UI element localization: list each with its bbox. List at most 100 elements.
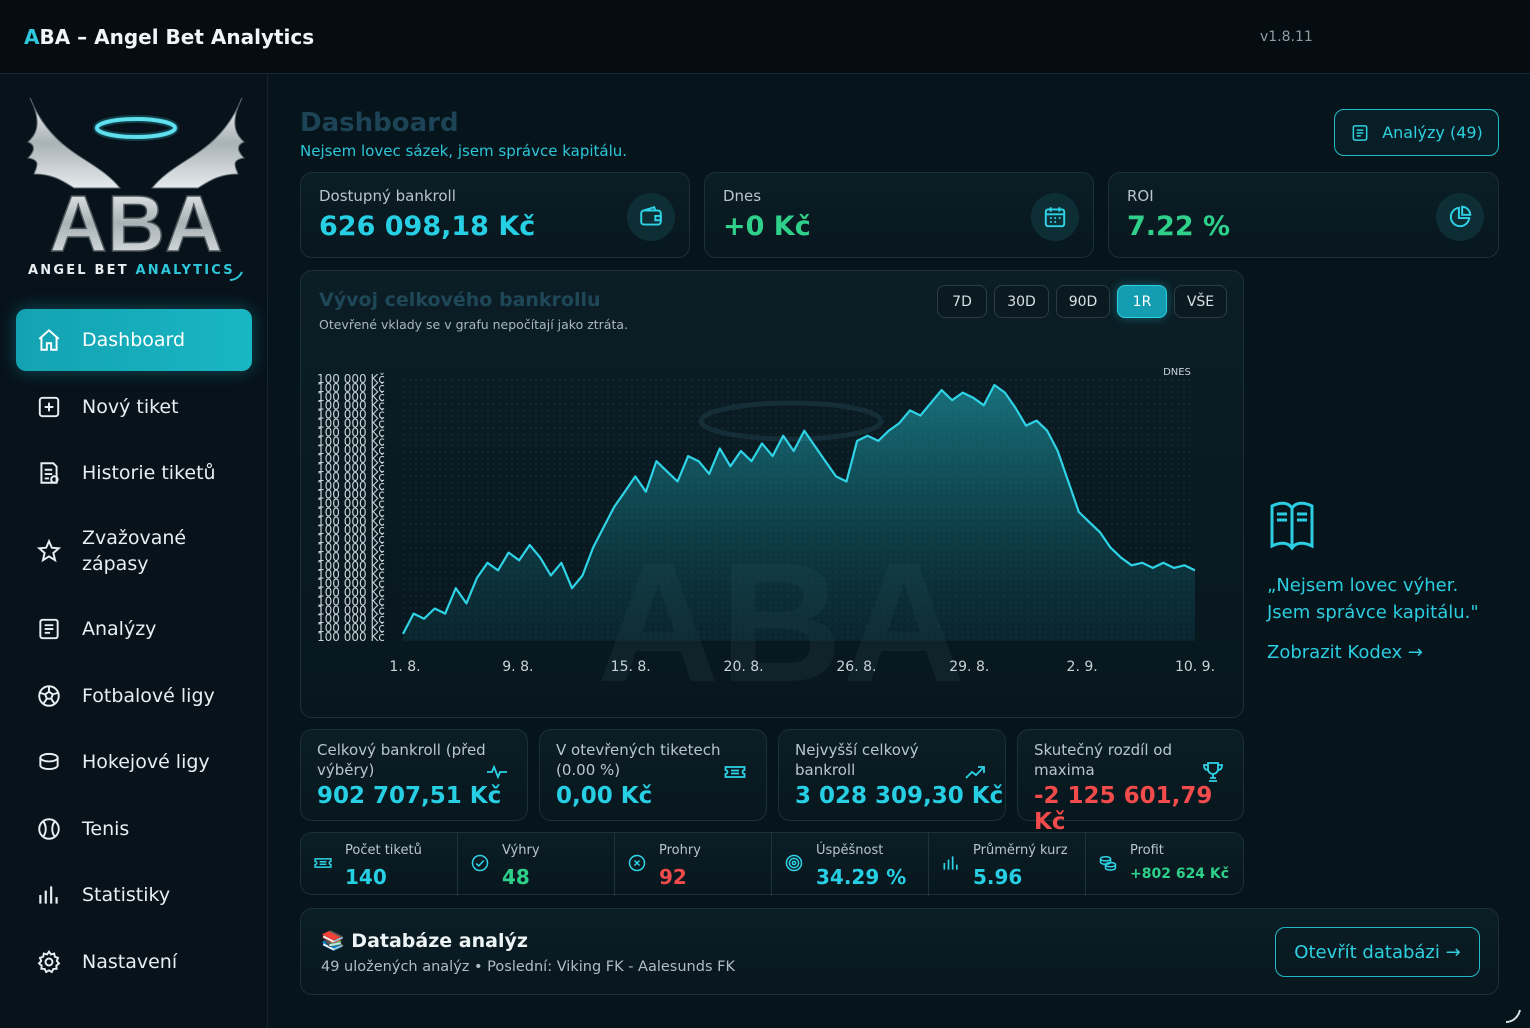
kpi-card-roi: ROI 7.22 %: [1108, 172, 1499, 258]
chart-title: Vývoj celkového bankrollu: [319, 289, 601, 311]
database-title: 📚 Databáze analýz: [321, 929, 528, 952]
mini-stat-value: 48: [502, 865, 530, 889]
x-tick-label: 29. 8.: [949, 659, 989, 675]
y-tick-label: 100 000 Kč: [317, 568, 385, 582]
plus-square-icon: [16, 394, 82, 420]
app-title-accent: A: [24, 25, 40, 49]
sidebar-item-dashboard[interactable]: Dashboard: [16, 309, 252, 371]
sidebar-item-label: Dashboard: [82, 329, 186, 351]
y-tick-label: 100 000 Kč: [317, 612, 385, 626]
mini-stat-value: 5.96: [973, 865, 1023, 889]
y-tick-label: 100 000 Kč: [317, 532, 385, 546]
y-tick-label: 100 000 Kč: [317, 594, 385, 608]
receipt-icon: [16, 460, 82, 486]
analyses-button[interactable]: Analýzy (49): [1334, 109, 1499, 156]
app-title-text: BA – Angel Bet Analytics: [39, 25, 315, 49]
sidebar-item-label: Nastavení: [82, 951, 178, 973]
aba-logo: ABA ANGEL BET ANALYTICS: [26, 97, 246, 281]
trend-up-icon: [965, 766, 985, 779]
range-button-90d[interactable]: 90D: [1056, 285, 1110, 318]
sidebar-item-analyzy[interactable]: Analýzy: [16, 598, 252, 660]
open-book-icon: [1270, 501, 1314, 551]
ticket-icon: [314, 858, 332, 868]
app-title: ABA – Angel Bet Analytics: [24, 25, 314, 49]
sidebar-item-zvazovane-zapasy[interactable]: Zvažované zápasy: [16, 520, 252, 582]
range-button-30d[interactable]: 30D: [994, 285, 1049, 318]
resize-handle-icon[interactable]: [1502, 1004, 1522, 1024]
kpi-label: Dnes: [723, 187, 762, 205]
x-tick-label: 10. 9.: [1175, 659, 1215, 675]
ticket-summary-row: Počet tiketů 140 Výhry 48 Prohry 92 Úspě…: [300, 832, 1244, 896]
bar-chart-icon: [943, 856, 958, 870]
hockey-puck-icon: [16, 749, 82, 775]
mini-stat-label: Úspěšnost: [816, 843, 884, 858]
app-version: v1.8.11: [1260, 29, 1313, 45]
y-tick-label: 100 000 Kč: [317, 630, 385, 644]
mini-stat-losses: Prohry 92: [615, 833, 772, 896]
range-button-7d[interactable]: 7D: [937, 285, 987, 318]
stat-label: Nejvyšší celkový bankroll: [795, 741, 919, 779]
y-tick-label: 100 000 Kč: [317, 434, 385, 448]
kpi-label: ROI: [1127, 187, 1154, 205]
sidebar-item-nastaveni[interactable]: Nastavení: [16, 931, 252, 993]
y-tick-label: 100 000 Kč: [317, 586, 385, 600]
mini-stat-success-rate: Úspěšnost 34.29 %: [772, 833, 929, 896]
kpi-label: Dostupný bankroll: [319, 187, 456, 205]
y-tick-label: 100 000 Kč: [317, 479, 385, 493]
sidebar-item-label: Statistiky: [82, 884, 171, 906]
wallet-icon: [627, 193, 675, 241]
sidebar-item-historie-tiketu[interactable]: Historie tiketů: [16, 442, 252, 504]
y-tick-label: 100 000 Kč: [317, 559, 385, 573]
mini-stat-value: +802 624 Kč: [1130, 866, 1230, 882]
sidebar-item-tenis[interactable]: Tenis: [16, 798, 252, 860]
pie-chart-icon: [1436, 193, 1484, 241]
coins-icon: [1099, 856, 1117, 871]
home-icon: [16, 327, 82, 353]
y-tick-label: 100 000 Kč: [317, 470, 385, 484]
sidebar-item-hokejove-ligy[interactable]: Hokejové ligy: [16, 731, 252, 793]
y-tick-label: 100 000 Kč: [317, 390, 385, 404]
y-tick-label: 100 000 Kč: [317, 523, 385, 537]
y-tick-label: 100 000 Kč: [317, 381, 385, 395]
target-icon: [785, 854, 803, 872]
sidebar-item-label: Tenis: [82, 818, 130, 840]
books-icon: 📚: [321, 930, 345, 952]
y-tick-label: 100 000 Kč: [317, 372, 385, 386]
y-tick-label: 100 000 Kč: [317, 505, 385, 519]
sidebar-item-label: Zvažované zápasy: [82, 527, 187, 575]
y-tick-label: 100 000 Kč: [317, 425, 385, 439]
database-subtitle: 49 uložených analýz • Poslední: Viking F…: [321, 959, 735, 975]
halo-watermark: [698, 400, 884, 442]
football-icon: [16, 683, 82, 709]
window-titlebar: ABA – Angel Bet Analytics v1.8.11: [0, 0, 1530, 74]
calendar-icon: [1031, 193, 1079, 241]
sidebar-item-fotbalove-ligy[interactable]: Fotbalové ligy: [16, 665, 252, 727]
y-tick-label: 100 000 Kč: [317, 408, 385, 422]
y-tick-label: 100 000 Kč: [317, 621, 385, 635]
y-tick-label: 100 000 Kč: [317, 577, 385, 591]
bankroll-area: [403, 385, 1195, 641]
document-list-icon: [1352, 124, 1368, 141]
sidebar: ABA ANGEL BET ANALYTICS Dashboard Nový t…: [0, 74, 268, 1028]
divider: [614, 833, 615, 896]
range-button-all[interactable]: VŠE: [1174, 285, 1227, 318]
x-tick-label: 1. 8.: [389, 659, 420, 675]
star-icon: [16, 538, 82, 564]
mini-stat-value: 140: [345, 865, 387, 889]
open-database-button[interactable]: Otevřít databázi →: [1275, 927, 1480, 977]
sidebar-item-statistiky[interactable]: Statistiky: [16, 864, 252, 926]
svg-text:ABA: ABA: [49, 179, 222, 268]
analyses-button-label: Analýzy (49): [1382, 123, 1483, 142]
kodex-quote-line1: „Nejsem lovec výher.: [1267, 575, 1459, 596]
range-button-1r[interactable]: 1R: [1117, 285, 1167, 318]
x-tick-label: 20. 8.: [724, 659, 764, 675]
kodex-quote: „Nejsem lovec výher. Jsem správce kapitá…: [1267, 572, 1507, 626]
mini-stat-value: 34.29 %: [816, 865, 907, 889]
show-kodex-link[interactable]: Zobrazit Kodex →: [1267, 642, 1423, 663]
mini-stat-profit: Profit +802 624 Kč: [1086, 833, 1243, 896]
stat-card-max-bankroll: Nejvyšší celkový bankroll 3 028 309,30 K…: [778, 729, 1006, 821]
gear-icon: [16, 949, 82, 975]
x-tick-label: 26. 8.: [836, 659, 876, 675]
sidebar-item-novy-tiket[interactable]: Nový tiket: [16, 376, 252, 438]
